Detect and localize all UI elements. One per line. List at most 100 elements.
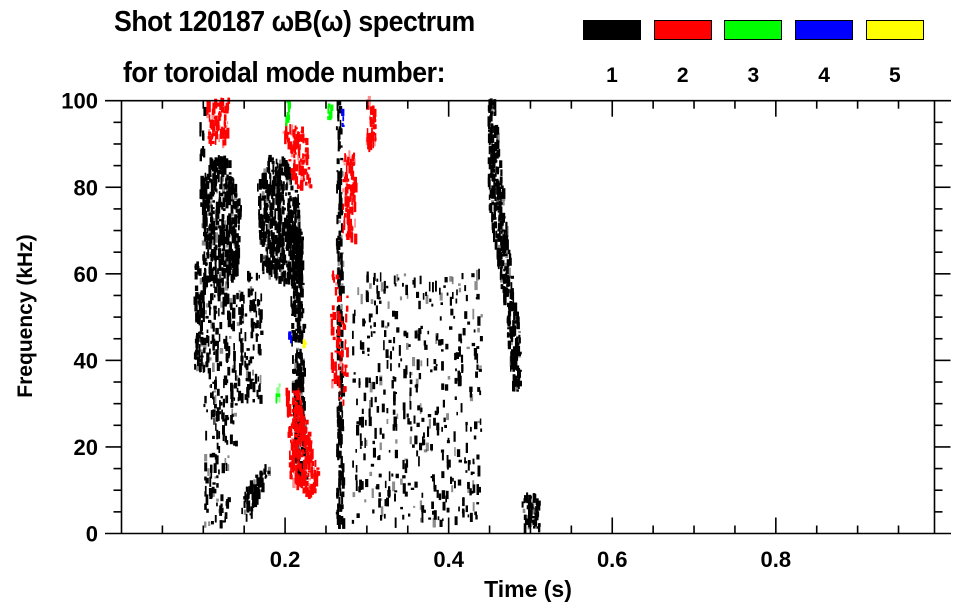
spectral-pixel	[516, 316, 520, 324]
spectral-pixel	[400, 506, 403, 510]
spectral-pixel	[241, 337, 244, 341]
spectral-pixel	[294, 238, 298, 250]
spectral-pixel	[287, 192, 291, 196]
spectral-pixel	[294, 152, 297, 155]
spectrogram-data	[193, 95, 541, 534]
spectral-pixel	[216, 442, 219, 450]
spectral-pixel	[366, 290, 369, 293]
spectral-pixel	[278, 165, 282, 171]
spectral-pixel	[249, 356, 253, 364]
spectral-pixel	[421, 505, 425, 513]
spectral-pixel	[292, 439, 296, 449]
spectral-pixel	[234, 403, 238, 406]
spectral-pixel	[208, 262, 212, 272]
spectral-pixel	[213, 246, 216, 258]
spectral-pixel	[380, 506, 384, 517]
spectral-pixel	[335, 274, 339, 280]
spectral-pixel	[299, 348, 302, 353]
spectral-pixel	[505, 221, 508, 232]
spectral-pixel	[506, 279, 511, 287]
spectral-pixel	[491, 201, 494, 205]
spectral-pixel	[198, 316, 201, 326]
spectral-pixel	[352, 170, 355, 181]
spectral-pixel	[249, 286, 253, 297]
spectral-pixel	[341, 475, 344, 481]
spectral-pixel	[214, 403, 217, 409]
spectral-pixel	[244, 352, 246, 358]
spectral-pixel	[215, 130, 218, 140]
spectral-pixel	[264, 198, 268, 207]
spectral-pixel	[487, 157, 492, 165]
spectral-pixel	[220, 232, 223, 238]
spectral-pixel	[212, 341, 215, 351]
spectral-pixel	[423, 340, 427, 346]
spectral-pixel	[475, 297, 479, 300]
spectral-pixel	[218, 112, 222, 115]
spectral-pixel	[340, 252, 343, 259]
spectral-pixel	[477, 465, 481, 477]
spectral-pixel	[277, 203, 281, 207]
spectral-pixel	[302, 308, 305, 314]
spectral-pixel	[300, 265, 304, 269]
spectral-pixel	[369, 283, 372, 289]
spectral-pixel	[196, 338, 199, 348]
spectral-pixel	[204, 217, 208, 227]
spectral-pixel	[308, 179, 311, 188]
spectral-pixel	[272, 164, 275, 175]
spectral-pixel	[292, 418, 296, 428]
spectral-pixel	[374, 300, 376, 306]
spectral-pixel	[292, 290, 296, 299]
spectral-pixel	[225, 415, 229, 421]
spectral-pixel	[209, 242, 212, 247]
spectral-pixel	[507, 310, 511, 316]
spectral-pixel	[480, 428, 483, 432]
spectral-pixel	[479, 390, 482, 396]
spectral-pixel	[512, 292, 515, 302]
spectral-pixel	[245, 363, 249, 369]
spectral-pixel	[296, 361, 299, 369]
spectral-pixel	[502, 212, 506, 219]
spectral-pixel	[402, 282, 404, 287]
spectral-pixel	[222, 106, 225, 111]
spectral-pixel	[499, 204, 502, 209]
spectral-pixel	[297, 395, 301, 407]
spectral-pixel	[214, 488, 217, 494]
spectral-pixel	[340, 303, 343, 310]
spectral-pixel	[339, 488, 342, 497]
spectral-pixel	[330, 108, 333, 119]
spectral-pixel	[245, 356, 249, 360]
spectral-pixel	[378, 498, 381, 508]
spectral-pixel	[221, 174, 225, 182]
spectral-pixel	[241, 304, 244, 311]
spectral-pixel	[296, 379, 299, 387]
spectral-pixel	[233, 382, 238, 389]
spectral-pixel	[379, 300, 382, 304]
spectral-pixel	[353, 176, 357, 186]
spectral-pixel	[237, 379, 241, 387]
spectral-pixel	[492, 222, 495, 225]
spectral-pixel	[250, 356, 254, 360]
spectral-pixel	[209, 223, 213, 231]
spectral-pixel	[298, 304, 302, 315]
spectral-pixel	[214, 454, 217, 460]
spectral-pixel	[261, 214, 264, 224]
spectral-pixel	[460, 338, 463, 344]
spectral-pixel	[498, 214, 500, 220]
spectral-pixel	[206, 508, 209, 513]
spectral-pixel	[213, 390, 217, 393]
spectral-pixel	[285, 232, 288, 242]
spectral-pixel	[393, 275, 396, 285]
spectral-pixel	[267, 240, 270, 250]
spectral-pixel	[209, 232, 213, 244]
spectral-pixel	[245, 486, 249, 492]
spectral-pixel	[442, 399, 445, 408]
spectral-pixel	[235, 257, 240, 265]
spectral-pixel	[371, 137, 373, 141]
spectral-pixel	[362, 350, 365, 354]
spectral-pixel	[237, 236, 241, 243]
spectral-pixel	[268, 154, 272, 163]
spectral-pixel	[352, 346, 355, 356]
mode-1-region	[199, 155, 242, 297]
spectral-pixel	[275, 277, 278, 281]
spectral-pixel	[301, 286, 304, 296]
